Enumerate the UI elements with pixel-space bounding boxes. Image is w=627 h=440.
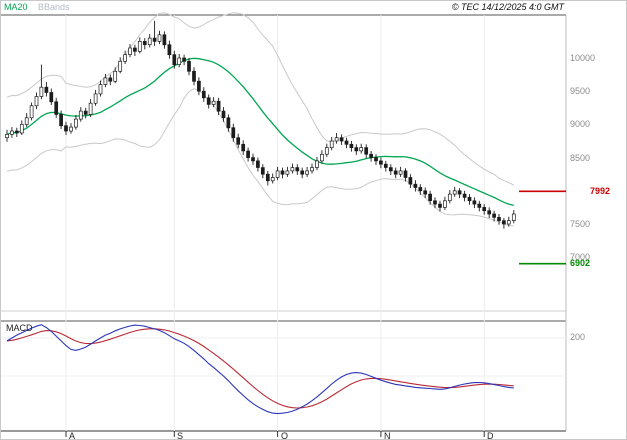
bollinger-lower-band: [6, 88, 514, 227]
ma20-legend-label: MA20: [4, 2, 28, 12]
macd-signal-line: [6, 328, 514, 409]
macd-line: [6, 324, 514, 415]
month-gridlines: [65, 15, 485, 437]
candles-series: [5, 20, 516, 229]
chart-legend: MA20 BBands: [4, 2, 70, 13]
support-price-label: 6902: [570, 258, 591, 268]
resistance-price-label: 7992: [590, 186, 611, 196]
ma20-line: [6, 57, 514, 207]
macd-axis-tick-label: 200: [570, 332, 586, 342]
bollinger-upper-band: [6, 12, 515, 186]
macd-label: MACD: [6, 323, 33, 333]
bbands-legend-label: BBands: [38, 2, 70, 12]
copyright-text: © TEC 14/12/2025 4:0 GMT: [451, 2, 564, 12]
